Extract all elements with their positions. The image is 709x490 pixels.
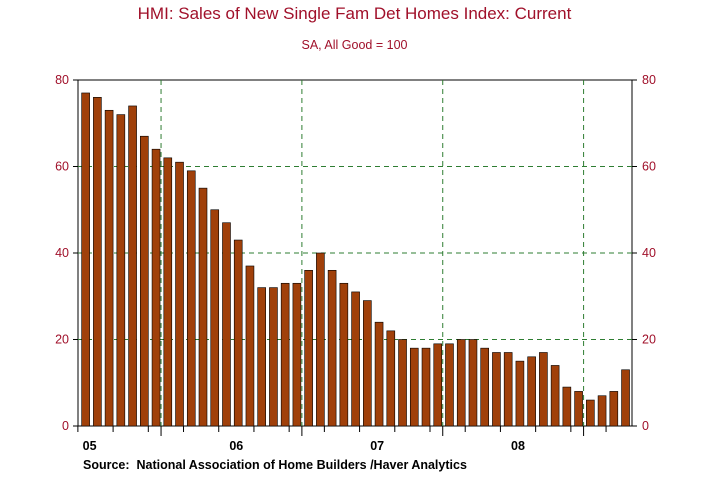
bar bbox=[104, 109, 114, 427]
bar bbox=[128, 105, 137, 427]
x-tick-label: 05 bbox=[83, 439, 97, 453]
bar bbox=[245, 265, 255, 427]
bar bbox=[386, 330, 396, 427]
y-tick-label-left: 40 bbox=[55, 246, 69, 260]
bar bbox=[363, 300, 372, 427]
y-tick-label-left: 0 bbox=[62, 419, 69, 433]
bar bbox=[527, 356, 536, 427]
bar bbox=[586, 399, 595, 427]
bar bbox=[468, 339, 478, 427]
bar bbox=[198, 187, 208, 427]
bar bbox=[421, 347, 431, 427]
bar bbox=[316, 252, 325, 427]
bar bbox=[233, 239, 243, 427]
bar bbox=[445, 343, 454, 427]
y-tick-label-left: 80 bbox=[55, 73, 69, 87]
y-tick-label-left: 20 bbox=[55, 333, 69, 347]
bar bbox=[409, 347, 419, 427]
bar bbox=[539, 352, 548, 427]
bar bbox=[257, 287, 266, 427]
bar bbox=[151, 148, 161, 427]
bar bbox=[140, 135, 149, 427]
bar bbox=[304, 269, 313, 427]
x-tick-label: 08 bbox=[511, 439, 525, 453]
bar bbox=[93, 97, 102, 427]
bar bbox=[163, 157, 173, 427]
x-tick-label: 06 bbox=[229, 439, 243, 453]
bar bbox=[550, 365, 560, 427]
y-tick-label-right: 80 bbox=[642, 73, 656, 87]
bar bbox=[515, 360, 525, 427]
bar bbox=[292, 282, 302, 427]
bar bbox=[456, 339, 466, 427]
bar bbox=[175, 161, 184, 427]
bar bbox=[280, 282, 290, 427]
y-tick-label-left: 60 bbox=[55, 160, 69, 174]
bar bbox=[503, 352, 513, 427]
bar bbox=[116, 114, 126, 427]
chart-subtitle: SA, All Good = 100 bbox=[301, 38, 408, 52]
chart-title: HMI: Sales of New Single Fam Det Homes I… bbox=[137, 4, 572, 23]
bar bbox=[81, 92, 90, 427]
bar bbox=[222, 222, 231, 427]
bar bbox=[210, 209, 220, 427]
bar bbox=[480, 347, 489, 427]
bar bbox=[269, 287, 278, 427]
x-tick-label: 07 bbox=[370, 439, 384, 453]
y-tick-label-right: 20 bbox=[642, 333, 656, 347]
bar bbox=[562, 386, 572, 427]
bar bbox=[327, 269, 337, 427]
bar bbox=[339, 282, 349, 427]
bar bbox=[351, 291, 360, 427]
bar bbox=[433, 343, 443, 427]
y-tick-label-right: 60 bbox=[642, 160, 656, 174]
y-tick-label-right: 0 bbox=[642, 419, 649, 433]
bar bbox=[374, 321, 384, 427]
source-note: Source: National Association of Home Bui… bbox=[83, 458, 467, 472]
bar bbox=[609, 391, 619, 427]
bar bbox=[597, 395, 607, 427]
y-tick-label-right: 40 bbox=[642, 246, 656, 260]
bar bbox=[186, 170, 196, 427]
bar bbox=[621, 369, 630, 427]
bar bbox=[398, 339, 407, 427]
bar bbox=[492, 352, 501, 427]
bar bbox=[574, 391, 583, 427]
